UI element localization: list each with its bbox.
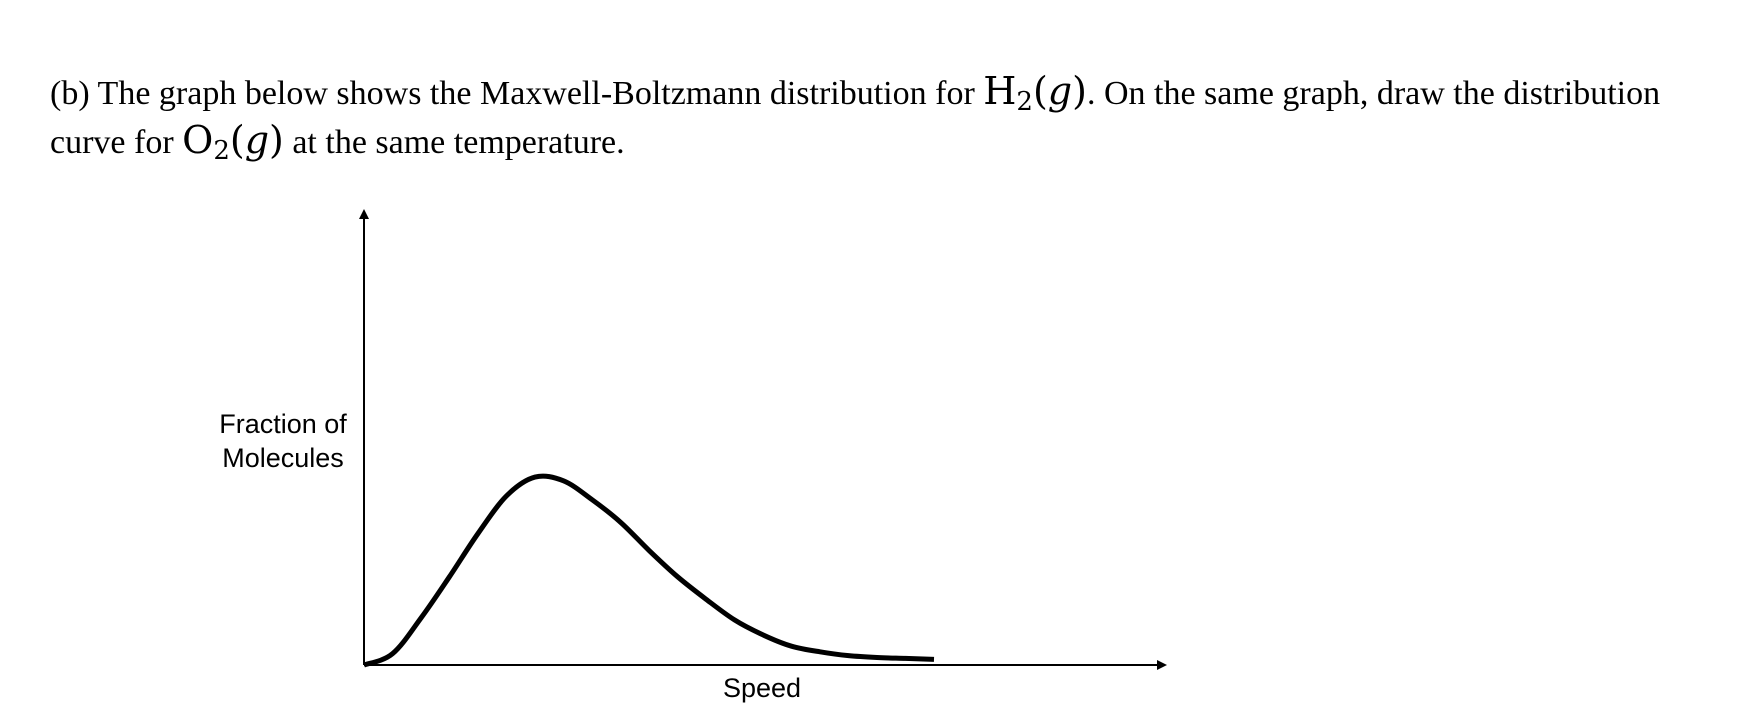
o2-symbol: O <box>182 118 214 162</box>
o2-formula: O2(g) <box>182 118 284 166</box>
question-text-intro: The graph below shows the Maxwell-Boltzm… <box>97 75 975 112</box>
question-text-end: at the same temperature. <box>292 124 625 161</box>
h2-formula: H2(g) <box>983 69 1087 117</box>
y-axis-label-line2: Molecules <box>222 443 344 473</box>
h2-symbol: H <box>983 69 1017 113</box>
question-part-label: (b) <box>50 75 90 112</box>
h2-state: g <box>1047 69 1073 113</box>
distribution-curve-0 <box>363 473 935 668</box>
x-axis-label: Speed <box>723 673 801 703</box>
question-text: (b) The graph below shows the Maxwell-Bo… <box>50 68 1730 166</box>
o2-state: g <box>244 118 270 162</box>
y-axis-label-line1: Fraction of <box>219 409 347 439</box>
series-layer <box>363 473 935 668</box>
h2-subscript: 2 <box>1016 87 1033 117</box>
o2-subscript: 2 <box>213 136 230 166</box>
question-text-middle: . On the same graph, draw the distributi… <box>50 75 1661 161</box>
